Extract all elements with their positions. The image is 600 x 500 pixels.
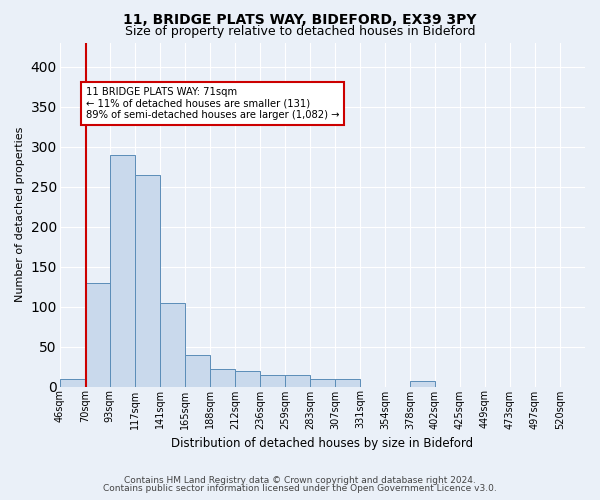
Text: Size of property relative to detached houses in Bideford: Size of property relative to detached ho…	[125, 25, 475, 38]
Bar	[210, 369, 235, 386]
Bar	[235, 370, 260, 386]
Bar	[260, 374, 285, 386]
Text: Contains public sector information licensed under the Open Government Licence v3: Contains public sector information licen…	[103, 484, 497, 493]
Bar	[85, 282, 110, 387]
Bar	[310, 378, 335, 386]
Bar	[335, 378, 360, 386]
Bar	[285, 374, 310, 386]
Text: Contains HM Land Registry data © Crown copyright and database right 2024.: Contains HM Land Registry data © Crown c…	[124, 476, 476, 485]
Bar	[135, 174, 160, 386]
Text: 11 BRIDGE PLATS WAY: 71sqm
← 11% of detached houses are smaller (131)
89% of sem: 11 BRIDGE PLATS WAY: 71sqm ← 11% of deta…	[86, 86, 339, 120]
Bar	[110, 154, 135, 386]
Bar	[185, 354, 210, 386]
Bar	[410, 381, 435, 386]
Bar	[60, 378, 85, 386]
Y-axis label: Number of detached properties: Number of detached properties	[15, 127, 25, 302]
Bar	[160, 302, 185, 386]
X-axis label: Distribution of detached houses by size in Bideford: Distribution of detached houses by size …	[171, 437, 473, 450]
Text: 11, BRIDGE PLATS WAY, BIDEFORD, EX39 3PY: 11, BRIDGE PLATS WAY, BIDEFORD, EX39 3PY	[123, 12, 477, 26]
